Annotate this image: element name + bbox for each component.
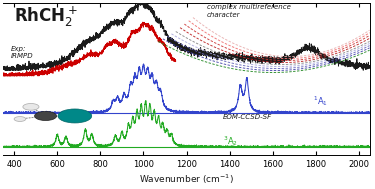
X-axis label: Wavenumber (cm$^{-1}$): Wavenumber (cm$^{-1}$) bbox=[139, 172, 234, 186]
Text: complex multireference
character: complex multireference character bbox=[207, 4, 291, 18]
Circle shape bbox=[14, 117, 26, 122]
Text: $^1$A$_1$: $^1$A$_1$ bbox=[313, 94, 328, 108]
Text: Exp:
IRMPD: Exp: IRMPD bbox=[11, 46, 33, 59]
Text: RhCH$_2^+$: RhCH$_2^+$ bbox=[15, 5, 78, 29]
Text: EOM-CCSD-SF: EOM-CCSD-SF bbox=[223, 114, 272, 120]
Circle shape bbox=[58, 109, 92, 123]
Circle shape bbox=[34, 111, 57, 121]
Circle shape bbox=[23, 104, 39, 110]
Text: $^3$A$_2$: $^3$A$_2$ bbox=[223, 134, 238, 148]
